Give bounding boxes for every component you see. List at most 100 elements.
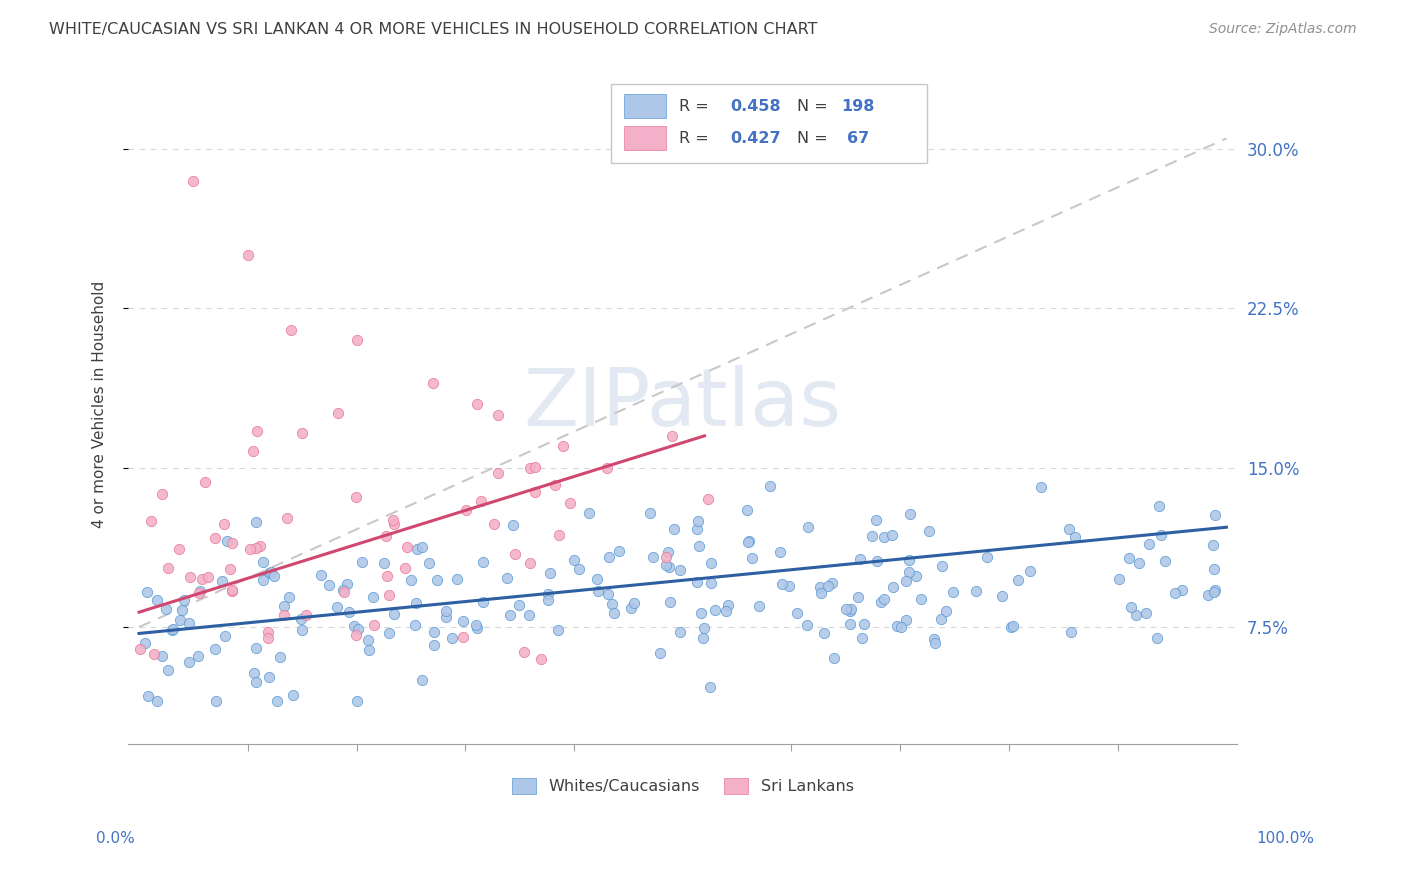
Point: [332, 582, 354, 597]
Point: [1007, 573, 1029, 587]
Point: [538, 566, 561, 580]
Point: [357, 632, 380, 647]
Point: [1147, 499, 1170, 513]
Point: [808, 580, 831, 594]
Point: [905, 569, 928, 583]
Point: [662, 523, 685, 537]
Point: [852, 616, 875, 631]
Point: [585, 572, 607, 586]
Text: R =: R =: [679, 99, 714, 113]
Point: [188, 584, 211, 599]
Point: [894, 574, 917, 588]
Point: [405, 596, 427, 610]
Point: [935, 604, 957, 618]
Point: [607, 544, 630, 558]
Point: [160, 624, 183, 638]
Point: [236, 248, 259, 262]
Point: [759, 479, 782, 493]
Point: [838, 604, 860, 618]
Point: [212, 516, 235, 531]
Text: N =: N =: [797, 130, 832, 145]
Text: 0.0%: 0.0%: [96, 831, 135, 847]
Point: [870, 595, 893, 609]
Point: [1108, 572, 1130, 586]
Point: [245, 515, 267, 529]
Point: [204, 642, 226, 657]
Point: [246, 424, 269, 438]
Point: [434, 609, 457, 624]
Point: [568, 561, 591, 575]
Point: [1171, 582, 1194, 597]
Point: [215, 534, 238, 549]
Point: [770, 576, 793, 591]
Point: [344, 627, 367, 641]
Point: [326, 600, 349, 615]
Point: [471, 555, 494, 569]
Point: [686, 575, 709, 590]
Point: [169, 613, 191, 627]
Point: [586, 583, 609, 598]
Point: [177, 616, 200, 631]
Point: [454, 502, 477, 516]
Point: [499, 607, 522, 622]
Point: [1204, 562, 1226, 576]
Point: [273, 599, 295, 614]
Point: [547, 623, 569, 637]
Point: [309, 567, 332, 582]
Point: [910, 592, 932, 607]
Point: [173, 593, 195, 607]
Point: [191, 573, 214, 587]
Point: [659, 595, 682, 609]
Point: [346, 694, 368, 708]
Point: [336, 576, 359, 591]
Point: [897, 553, 920, 567]
Point: [817, 579, 839, 593]
Text: 67: 67: [846, 130, 869, 145]
Point: [451, 614, 474, 628]
Point: [347, 623, 370, 637]
Point: [716, 598, 738, 612]
Point: [886, 619, 908, 633]
Point: [882, 580, 904, 594]
Point: [813, 626, 835, 640]
Point: [558, 496, 581, 510]
Point: [658, 560, 681, 574]
Point: [441, 631, 464, 645]
Point: [917, 524, 939, 538]
Text: ZIPatlas: ZIPatlas: [523, 365, 842, 443]
Text: 0.458: 0.458: [730, 99, 780, 113]
Point: [655, 558, 678, 572]
Point: [823, 651, 845, 665]
Point: [245, 675, 267, 690]
Point: [1204, 583, 1226, 598]
Legend: Whites/Caucasians, Sri Lankans: Whites/Caucasians, Sri Lankans: [505, 772, 860, 800]
Point: [411, 540, 433, 554]
Point: [602, 606, 624, 620]
Point: [221, 583, 243, 598]
Point: [197, 570, 219, 584]
Bar: [624, 126, 666, 151]
Point: [965, 584, 987, 599]
Point: [343, 618, 366, 632]
Point: [797, 520, 820, 534]
Point: [1202, 585, 1225, 599]
Point: [1137, 537, 1160, 551]
Point: [157, 561, 180, 575]
Point: [1119, 600, 1142, 615]
Point: [242, 444, 264, 458]
Point: [976, 549, 998, 564]
Point: [1060, 624, 1083, 639]
Point: [519, 556, 541, 570]
Point: [600, 597, 623, 611]
Point: [668, 563, 690, 577]
Point: [167, 541, 190, 556]
Point: [693, 621, 716, 635]
Point: [544, 478, 567, 492]
Point: [146, 593, 169, 607]
Point: [657, 545, 679, 559]
Point: [187, 648, 209, 663]
Point: [519, 608, 541, 623]
Point: [865, 513, 887, 527]
Point: [1064, 530, 1087, 544]
Point: [357, 643, 380, 657]
